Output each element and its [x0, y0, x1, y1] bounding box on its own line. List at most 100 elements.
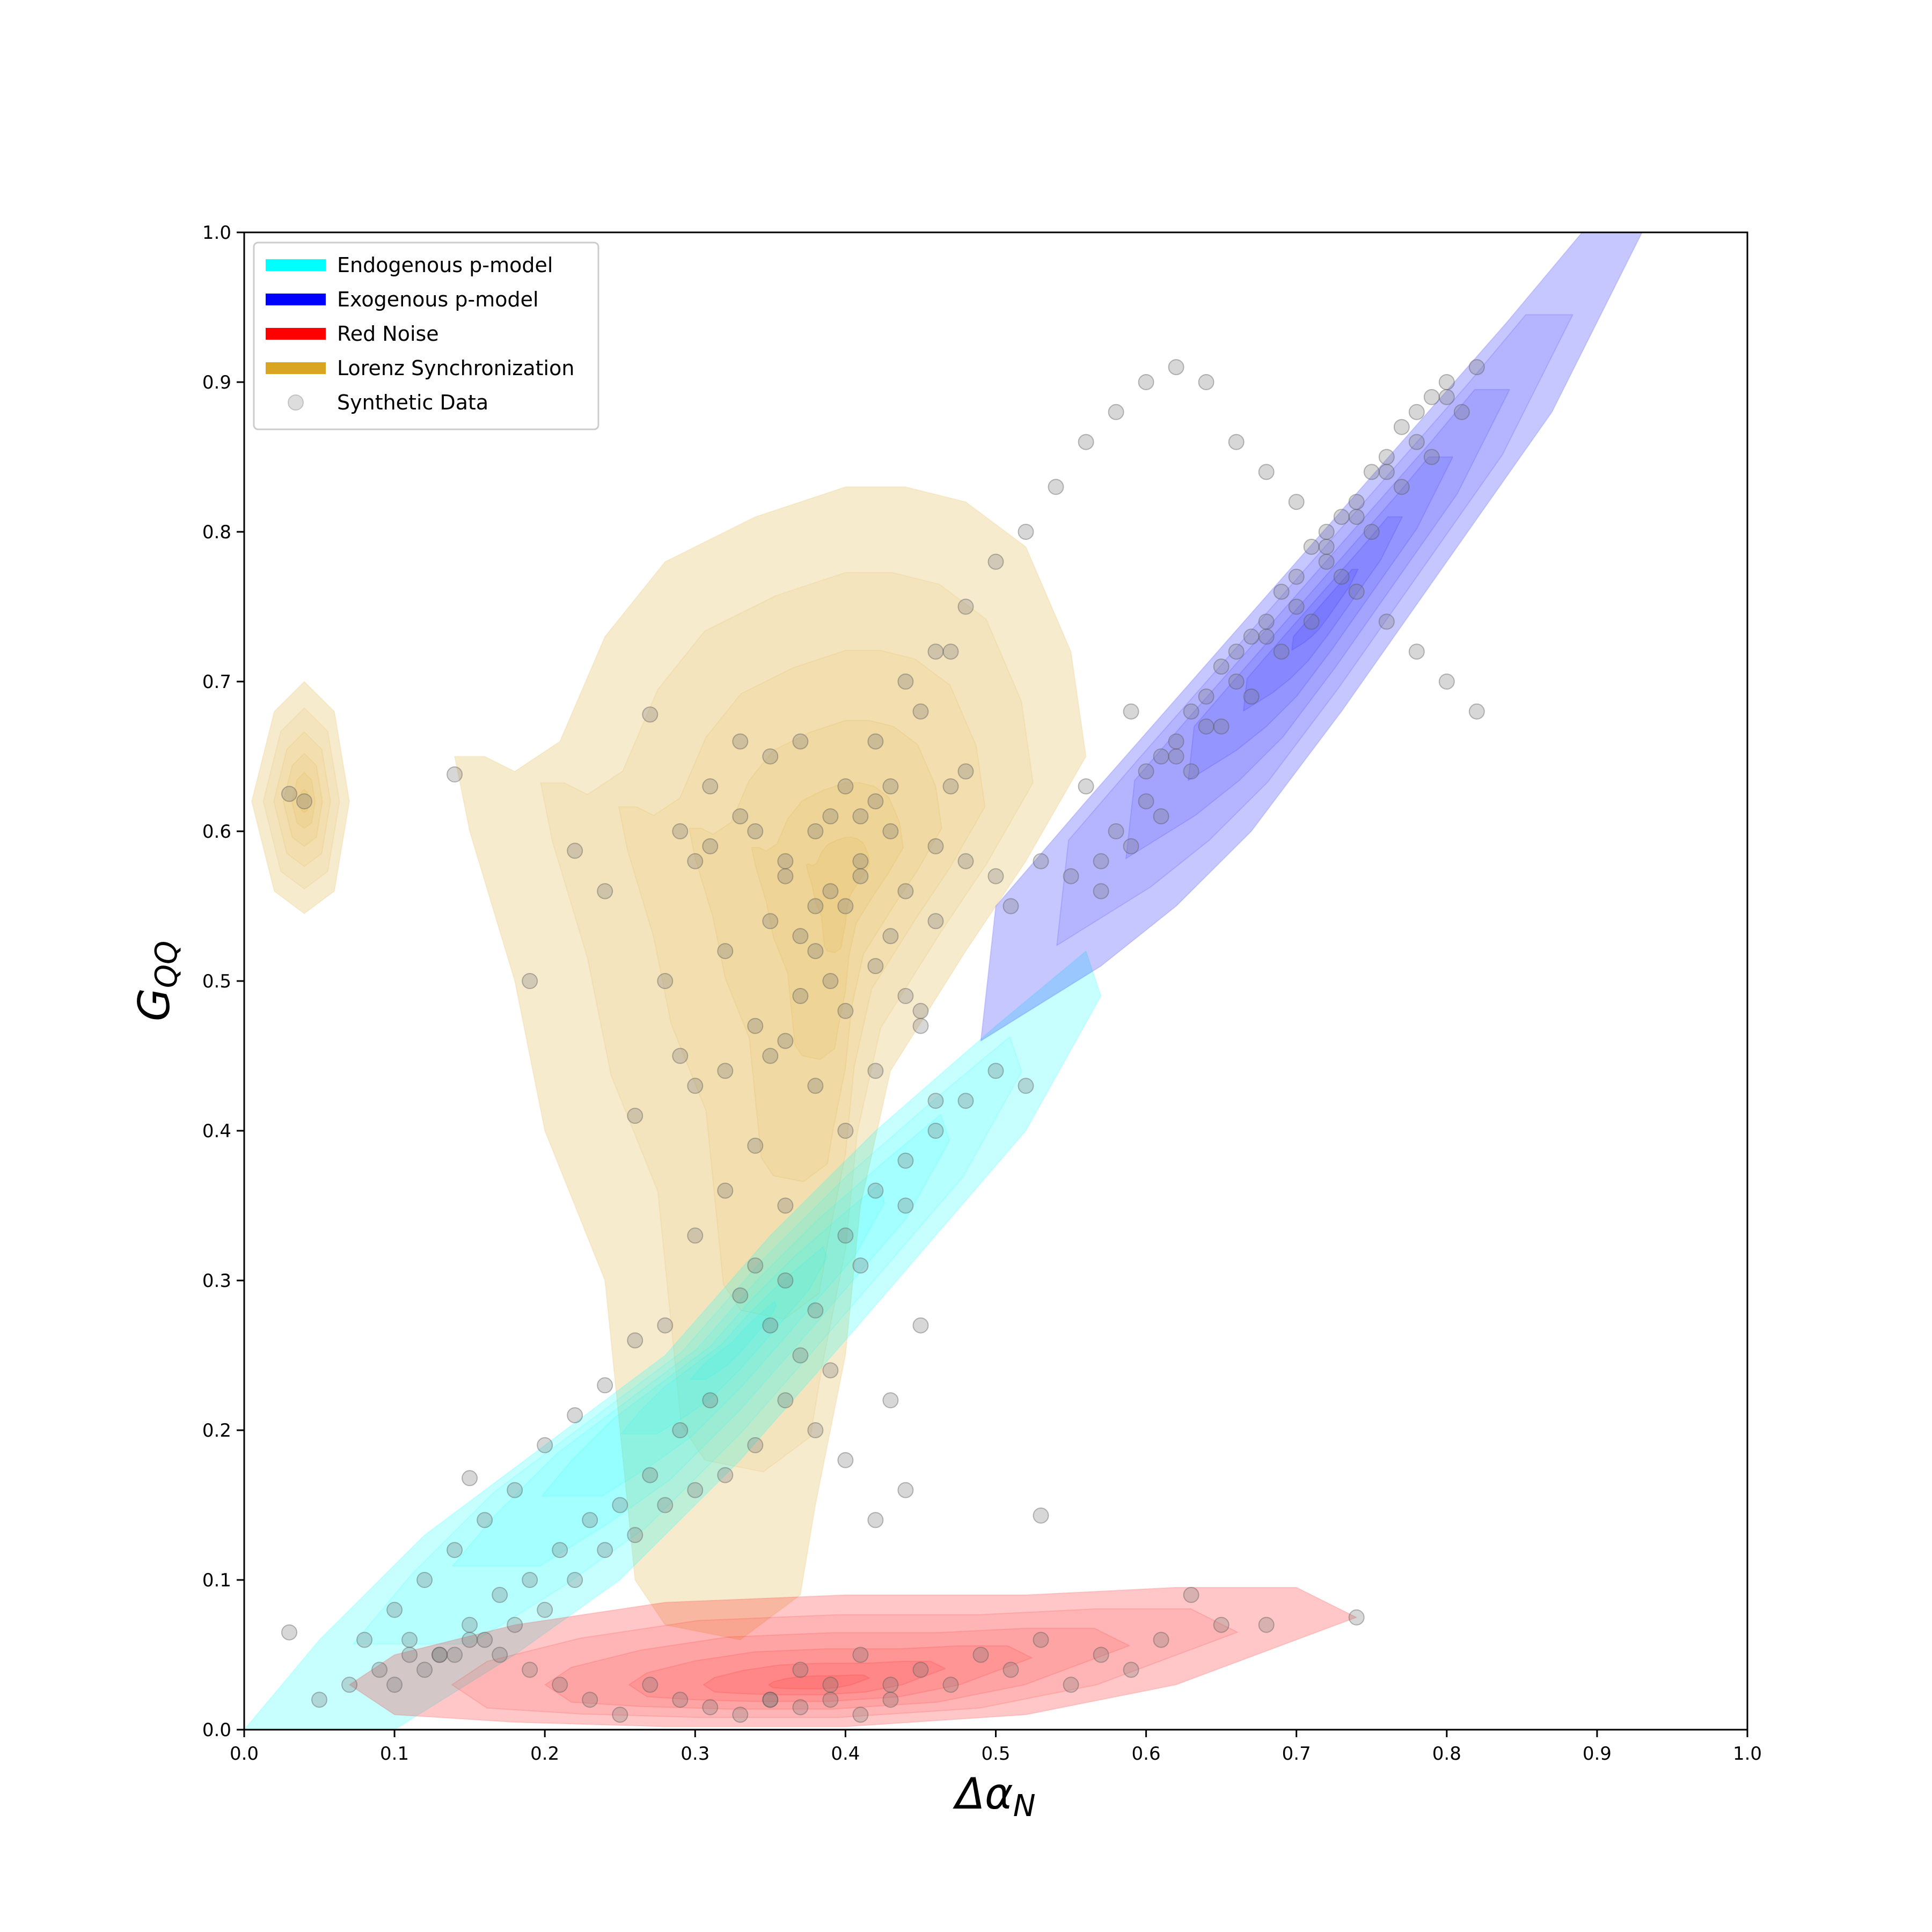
data-point [852, 868, 869, 884]
density-endogenous-p-model-2 [244, 950, 1102, 1730]
data-point [957, 598, 974, 615]
data-point [1198, 718, 1214, 735]
density-level [1056, 314, 1574, 946]
density-level [291, 772, 316, 829]
data-point [1123, 703, 1139, 720]
data-point [1348, 494, 1365, 510]
x-tick-label: 0.0 [230, 1743, 259, 1765]
y-tick-label: 0.7 [202, 671, 231, 693]
data-point [492, 1646, 508, 1663]
data-point [1378, 464, 1395, 480]
data-point [717, 1467, 734, 1483]
data-point [1002, 1662, 1019, 1678]
data-point [462, 1470, 478, 1487]
data-point [1063, 868, 1079, 884]
data-point [807, 1078, 824, 1094]
data-point [837, 1002, 854, 1019]
data-point [837, 1452, 854, 1468]
data-point [762, 1048, 779, 1064]
data-point [1438, 374, 1455, 390]
data-point [356, 1631, 373, 1648]
data-point [912, 1662, 929, 1678]
data-point [852, 1646, 869, 1663]
data-point [1423, 389, 1440, 405]
data-point [822, 973, 839, 989]
data-point [942, 1677, 959, 1693]
density-level [628, 1645, 1033, 1702]
data-point [822, 1677, 839, 1693]
density-level [353, 1036, 1022, 1645]
data-point [552, 1677, 568, 1693]
data-point [447, 766, 463, 782]
data-point [777, 853, 794, 869]
legend-item: Exogenous p-model [266, 288, 539, 311]
data-point [642, 1467, 658, 1483]
data-point [747, 823, 764, 839]
data-point [1303, 613, 1320, 630]
data-point [897, 987, 914, 1004]
density-level [540, 572, 1034, 1473]
density-level [806, 837, 870, 953]
data-point [1408, 434, 1425, 450]
density-level [980, 232, 1643, 1042]
data-point [492, 1586, 508, 1603]
legend-label: Exogenous p-model [337, 288, 539, 311]
data-point [702, 778, 719, 795]
data-point [747, 1137, 764, 1154]
data-point [762, 748, 779, 765]
data-point [1002, 898, 1019, 914]
data-point [1348, 1609, 1365, 1626]
data-point [792, 987, 809, 1004]
data-point [1063, 1677, 1079, 1693]
data-point [717, 943, 734, 960]
density-level [451, 1608, 1238, 1718]
y-tick-label: 0.8 [202, 522, 231, 543]
data-point [1213, 718, 1230, 735]
density-level [273, 731, 331, 867]
data-point [296, 793, 312, 810]
data-point [897, 674, 914, 690]
data-point [1258, 1616, 1275, 1633]
data-point [642, 1677, 658, 1693]
data-point [852, 808, 869, 825]
data-point [507, 1482, 523, 1498]
data-point [777, 1392, 794, 1409]
data-point [1333, 568, 1350, 585]
data-point [672, 823, 689, 839]
data-point [957, 853, 974, 869]
data-point [822, 808, 839, 825]
data-point [567, 1572, 583, 1588]
density-level [454, 486, 1087, 1641]
y-tick-label: 0.0 [202, 1719, 231, 1741]
data-point [732, 1287, 749, 1304]
data-point [1198, 688, 1214, 705]
data-point [822, 883, 839, 899]
data-point [1348, 509, 1365, 525]
data-point [957, 1093, 974, 1109]
data-point [852, 1707, 869, 1723]
y-tick-label: 0.5 [202, 971, 231, 992]
data-point [462, 1616, 478, 1633]
data-point [582, 1512, 598, 1528]
data-point [1318, 553, 1335, 570]
data-point [1168, 748, 1184, 765]
data-point [747, 1018, 764, 1034]
data-point [567, 1407, 583, 1424]
data-point [702, 838, 719, 854]
data-point [1138, 374, 1154, 390]
y-tick-label: 0.2 [202, 1420, 231, 1441]
data-point [807, 823, 824, 839]
data-point [777, 1197, 794, 1214]
density-level [541, 1184, 885, 1497]
data-point [1108, 404, 1124, 420]
data-point [281, 786, 297, 802]
data-point [762, 913, 779, 930]
data-point [1228, 434, 1245, 450]
data-point [762, 1692, 779, 1708]
data-point [987, 1063, 1004, 1079]
x-tick-label: 0.3 [680, 1743, 709, 1765]
data-point [1348, 583, 1365, 600]
data-point [1078, 434, 1094, 450]
data-point [732, 1707, 749, 1723]
